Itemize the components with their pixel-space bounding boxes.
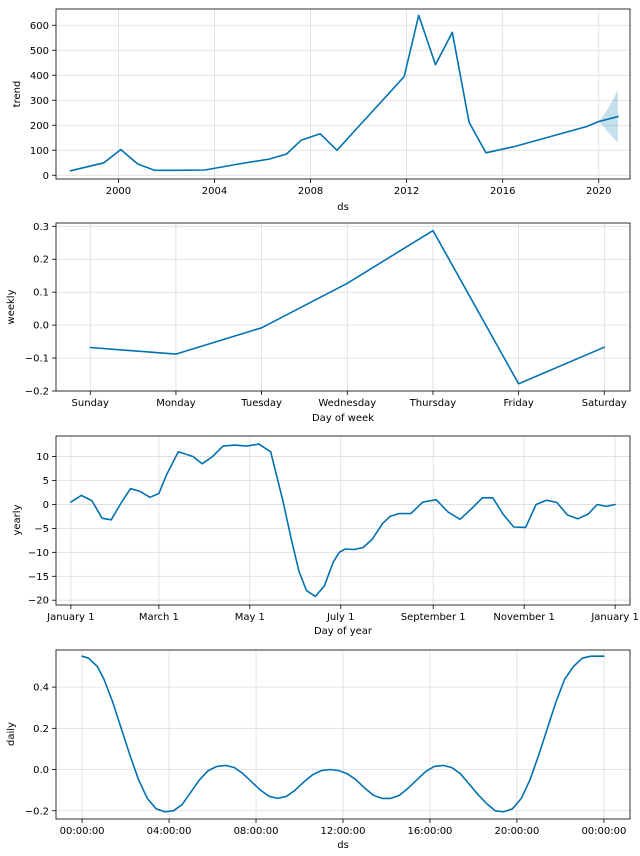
- series-line: [70, 443, 616, 598]
- y-tick-label: 0.2: [33, 724, 49, 735]
- x-tick-label: July 1: [326, 612, 355, 623]
- x-tick-label: January 1: [46, 612, 94, 623]
- y-tick-label: 0.1: [33, 288, 49, 299]
- forecast-line: [598, 115, 619, 123]
- x-tick-label: 00:00:00: [60, 826, 105, 837]
- x-tick-label: 2008: [298, 186, 323, 197]
- y-tick-label: −20: [28, 596, 49, 607]
- x-tick-label: Wednesday: [318, 398, 376, 409]
- series-line: [89, 229, 606, 385]
- y-tick-label: 0: [43, 171, 49, 182]
- plot-frame: [55, 222, 631, 392]
- x-tick-label: May 1: [235, 612, 265, 623]
- x-tick-label: 00:00:00: [581, 826, 626, 837]
- x-tick-label: 08:00:00: [234, 826, 279, 837]
- y-tick-label: 0.0: [33, 321, 49, 332]
- x-tick-label: 12:00:00: [321, 826, 366, 837]
- uncertainty-band: [598, 90, 618, 143]
- x-tick-label: 04:00:00: [147, 826, 192, 837]
- x-tick-label: Friday: [503, 398, 533, 409]
- x-tick-label: 2004: [202, 186, 227, 197]
- x-axis-label: ds: [337, 202, 349, 213]
- plot-frame: [55, 8, 631, 180]
- panel-yearly: Day of year yearly January 1 March 1 May 1…: [12, 435, 639, 637]
- y-tick-label: 10: [36, 452, 49, 463]
- y-tick-label: −5: [34, 524, 49, 535]
- x-tick-label: 2000: [106, 186, 131, 197]
- x-axis-label: Day of week: [312, 413, 374, 424]
- plot-frame: [55, 435, 631, 606]
- y-tick-label: 300: [30, 96, 49, 107]
- y-tick-label: −0.1: [25, 354, 49, 365]
- panel-daily: ds daily 00:00:00 04:00:00 08:00:00 12:00:0…: [6, 649, 631, 851]
- y-tick-label: 500: [30, 46, 49, 57]
- y-axis-label: trend: [12, 81, 23, 108]
- x-tick-label: Tuesday: [240, 398, 282, 409]
- y-axis-label: weekly: [6, 289, 17, 324]
- y-tick-label: 0: [43, 500, 49, 511]
- x-tick-label: 2020: [586, 186, 611, 197]
- y-axis-label: daily: [6, 722, 17, 746]
- x-tick-label: 2012: [394, 186, 419, 197]
- y-tick-label: −15: [28, 572, 49, 583]
- y-tick-label: 0.4: [33, 683, 49, 694]
- y-axis-label: yearly: [12, 504, 23, 535]
- x-tick-label: 2016: [490, 186, 515, 197]
- y-tick-label: 400: [30, 71, 49, 82]
- y-tick-label: 200: [30, 121, 49, 132]
- panel-trend: ds trend 2000 2004 2008 2012 2016 2020 0 100 200…: [12, 8, 631, 213]
- y-tick-label: −0.2: [25, 806, 49, 817]
- x-tick-label: March 1: [139, 612, 179, 623]
- x-tick-label: September 1: [401, 612, 466, 623]
- y-tick-label: 0.2: [33, 255, 49, 266]
- y-tick-label: 100: [30, 146, 49, 157]
- x-tick-label: Thursday: [409, 398, 457, 409]
- x-tick-label: January 1: [590, 612, 638, 623]
- series-line: [69, 14, 600, 172]
- x-tick-label: 20:00:00: [494, 826, 539, 837]
- x-tick-label: 16:00:00: [408, 826, 453, 837]
- y-tick-label: −0.2: [25, 387, 49, 398]
- panel-weekly: Day of week weekly Sunday Monday Tuesday We…: [6, 222, 631, 424]
- series-line: [81, 655, 605, 813]
- x-axis-label: ds: [337, 840, 349, 851]
- x-axis-label: Day of year: [314, 626, 373, 637]
- y-tick-label: 0.0: [33, 765, 49, 776]
- y-tick-label: 0.3: [33, 222, 49, 233]
- x-tick-label: Saturday: [582, 398, 627, 409]
- x-tick-label: November 1: [493, 612, 555, 623]
- y-tick-label: 5: [43, 476, 49, 487]
- y-tick-label: 600: [30, 21, 49, 32]
- x-tick-label: Monday: [156, 398, 196, 409]
- y-tick-label: −10: [28, 548, 49, 559]
- x-tick-label: Sunday: [72, 398, 109, 409]
